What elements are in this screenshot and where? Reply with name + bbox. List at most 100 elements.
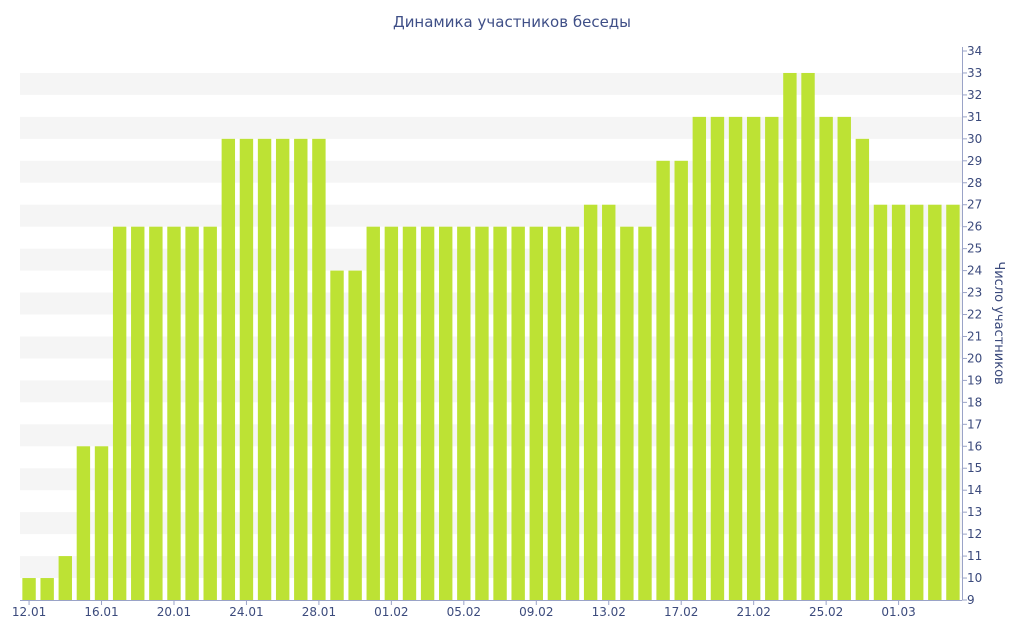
y-tick-label: 26 xyxy=(967,220,982,234)
y-tick-label: 15 xyxy=(967,461,982,475)
bar xyxy=(638,226,652,600)
bar xyxy=(511,226,525,600)
x-tick-label: 21.02 xyxy=(736,605,770,619)
bar xyxy=(728,116,743,600)
bar xyxy=(674,160,688,601)
bar xyxy=(493,226,507,600)
x-tick-label: 17.02 xyxy=(664,605,698,619)
bar xyxy=(22,578,36,600)
x-tick-label: 09.02 xyxy=(519,605,553,619)
bar xyxy=(910,204,924,600)
y-tick-label: 24 xyxy=(967,264,982,278)
bar xyxy=(439,226,453,600)
x-tick-label: 28.01 xyxy=(302,605,336,619)
y-tick-label: 25 xyxy=(967,242,982,256)
grid-band xyxy=(20,204,962,227)
bar xyxy=(384,226,399,600)
bar xyxy=(40,578,54,600)
y-tick-label: 27 xyxy=(967,198,982,212)
grid-band xyxy=(20,556,962,579)
y-tick-label: 21 xyxy=(967,329,982,343)
chart-title: Динамика участников беседы xyxy=(392,13,632,31)
y-tick-label: 31 xyxy=(967,110,982,124)
y-tick-label: 23 xyxy=(967,286,982,300)
y-axis-label: Число участников xyxy=(991,261,1006,384)
x-tick-label: 25.02 xyxy=(809,605,843,619)
axes: 9 10 11 12 13 14 15 16 17 18 19 20 21 22 23 24 25 26 27 28 2… xyxy=(12,44,982,619)
bar xyxy=(529,226,543,600)
bar xyxy=(420,226,435,600)
x-tick-label: 24.01 xyxy=(229,605,263,619)
bar xyxy=(475,226,489,600)
x-tick-label: 20.01 xyxy=(157,605,191,619)
bar xyxy=(131,226,145,600)
x-tick-label: 01.03 xyxy=(881,605,915,619)
bar xyxy=(928,204,942,600)
y-tick-label: 30 xyxy=(967,132,982,146)
bar xyxy=(565,226,580,600)
grid-bands xyxy=(20,72,962,579)
bar xyxy=(257,138,272,600)
y-tick-label: 11 xyxy=(967,549,982,563)
bar xyxy=(312,138,326,600)
bar xyxy=(837,116,851,600)
bar xyxy=(58,556,72,600)
bar xyxy=(402,226,417,600)
grid-band xyxy=(20,336,962,359)
grid-band xyxy=(20,424,962,447)
bar xyxy=(746,116,761,600)
x-tick-label: 16.01 xyxy=(84,605,118,619)
y-tick-label: 20 xyxy=(967,351,982,365)
y-tick-label: 28 xyxy=(967,176,982,190)
bar xyxy=(620,226,634,600)
y-tick-label: 17 xyxy=(967,417,982,431)
bar xyxy=(656,160,670,601)
bar xyxy=(239,138,254,600)
grid-band xyxy=(20,72,962,95)
grid-band xyxy=(20,116,962,139)
bar xyxy=(457,226,471,600)
y-tick-label: 18 xyxy=(967,395,982,409)
bar xyxy=(348,270,362,600)
bar xyxy=(765,116,779,600)
x-tick-label: 13.02 xyxy=(592,605,626,619)
bar xyxy=(891,204,906,600)
bar xyxy=(330,270,344,600)
y-tick-label: 29 xyxy=(967,154,982,168)
bar xyxy=(185,226,199,600)
grid-band xyxy=(20,248,962,271)
bar xyxy=(203,226,217,600)
grid-band xyxy=(20,160,962,183)
bar xyxy=(221,138,236,600)
bar xyxy=(167,226,181,600)
bar xyxy=(819,116,833,600)
bar xyxy=(783,72,797,600)
y-tick-label: 19 xyxy=(967,373,982,387)
bar xyxy=(710,116,725,600)
bar xyxy=(547,226,562,600)
x-tick-label: 12.01 xyxy=(12,605,46,619)
bar xyxy=(294,138,308,600)
bar xyxy=(275,138,290,600)
bar xyxy=(692,116,707,600)
bar xyxy=(94,446,109,600)
bar xyxy=(76,446,91,600)
y-tick-label: 9 xyxy=(967,593,975,607)
y-tick-label: 16 xyxy=(967,439,982,453)
y-tick-label: 34 xyxy=(967,44,982,58)
x-tick-label: 05.02 xyxy=(447,605,481,619)
bar xyxy=(112,226,127,600)
y-tick-label: 14 xyxy=(967,483,982,497)
bars xyxy=(22,72,960,601)
y-tick-label: 13 xyxy=(967,505,982,519)
bar xyxy=(873,204,888,600)
grid-band xyxy=(20,380,962,403)
y-tick-label: 33 xyxy=(967,66,982,80)
bar xyxy=(801,72,815,600)
bar xyxy=(946,204,960,600)
y-tick-label: 10 xyxy=(967,571,982,585)
bar xyxy=(602,204,616,600)
bar xyxy=(583,204,598,600)
bar xyxy=(855,138,870,600)
